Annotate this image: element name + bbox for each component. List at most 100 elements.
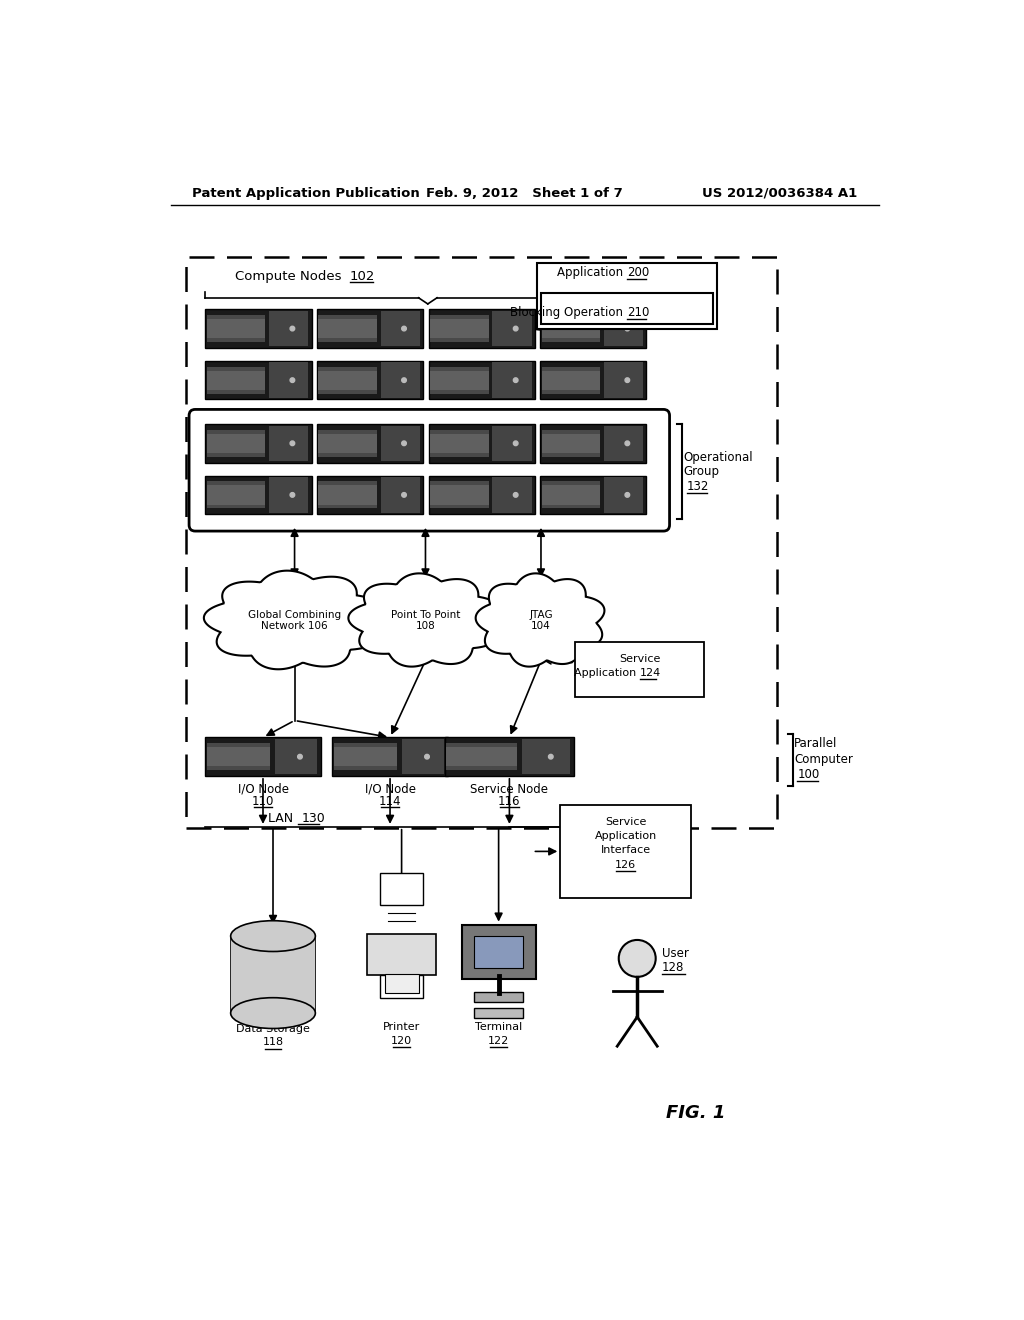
Text: 102: 102 (350, 269, 376, 282)
Circle shape (401, 441, 407, 446)
FancyBboxPatch shape (462, 925, 536, 979)
Bar (604, 363, 643, 397)
Text: 116: 116 (498, 795, 520, 808)
Bar (333, 738, 447, 776)
Circle shape (513, 492, 518, 498)
Bar (574, 642, 705, 697)
Bar (385, 974, 419, 993)
Bar (207, 482, 265, 508)
Bar (474, 936, 523, 969)
Bar (542, 319, 600, 338)
Text: I/O Node: I/O Node (238, 783, 289, 796)
Bar (316, 309, 423, 348)
Circle shape (625, 492, 630, 498)
Bar (207, 747, 270, 767)
Bar (334, 747, 397, 767)
Bar (318, 319, 377, 338)
Text: 128: 128 (662, 961, 684, 974)
Polygon shape (476, 573, 604, 667)
FancyBboxPatch shape (189, 409, 670, 531)
Circle shape (618, 940, 655, 977)
Bar (474, 991, 523, 1002)
Bar (604, 312, 643, 346)
Bar (381, 363, 420, 397)
Bar (542, 367, 600, 393)
Bar (207, 430, 265, 457)
Bar (541, 309, 646, 348)
Text: 110: 110 (252, 795, 274, 808)
Text: LAN: LAN (268, 812, 301, 825)
Text: Interface: Interface (601, 845, 650, 855)
Bar (318, 367, 377, 393)
Bar (493, 478, 531, 512)
Bar (541, 293, 714, 323)
Bar (207, 434, 265, 453)
Text: 122: 122 (488, 1036, 509, 1045)
Text: 210: 210 (628, 306, 649, 319)
Circle shape (298, 755, 302, 759)
Text: Parallel: Parallel (795, 737, 838, 750)
Bar (207, 743, 270, 770)
Bar (430, 319, 488, 338)
Text: US 2012/0036384 A1: US 2012/0036384 A1 (702, 186, 857, 199)
Bar (429, 309, 535, 348)
Text: 124: 124 (640, 668, 660, 677)
Bar (430, 482, 488, 508)
Bar (542, 486, 600, 504)
Bar (316, 360, 423, 400)
Text: Application: Application (595, 832, 656, 841)
Circle shape (290, 378, 295, 383)
Text: Patent Application Publication: Patent Application Publication (193, 186, 420, 199)
Circle shape (549, 755, 553, 759)
Text: Service: Service (605, 817, 646, 828)
Text: Global Combining
Network 106: Global Combining Network 106 (248, 610, 341, 631)
Bar (560, 805, 691, 898)
Bar (380, 974, 423, 998)
Text: Data Storage: Data Storage (237, 1023, 310, 1034)
Text: JTAG
104: JTAG 104 (529, 610, 553, 631)
Bar (522, 739, 570, 775)
Bar (430, 430, 488, 457)
Bar (318, 315, 377, 342)
Bar (542, 482, 600, 508)
Circle shape (425, 755, 429, 759)
Bar (269, 363, 308, 397)
Bar (604, 425, 643, 461)
Text: Operational: Operational (683, 450, 753, 463)
Bar (542, 434, 600, 453)
Text: 200: 200 (628, 265, 649, 279)
Circle shape (401, 378, 407, 383)
Bar (207, 319, 265, 338)
Bar (430, 486, 488, 504)
Bar (205, 475, 311, 515)
Bar (381, 478, 420, 512)
Bar (316, 424, 423, 462)
Bar (430, 371, 488, 389)
Bar (316, 475, 423, 515)
Circle shape (290, 441, 295, 446)
Bar (493, 363, 531, 397)
Bar (474, 1007, 523, 1019)
Bar (401, 739, 444, 775)
Circle shape (625, 441, 630, 446)
Text: 132: 132 (686, 480, 709, 492)
Text: Group: Group (683, 465, 720, 478)
Circle shape (401, 492, 407, 498)
Bar (542, 371, 600, 389)
Bar (205, 360, 311, 400)
Text: 126: 126 (615, 861, 636, 870)
Bar (541, 475, 646, 515)
Text: Application: Application (573, 668, 640, 677)
Bar (542, 315, 600, 342)
Polygon shape (204, 570, 383, 669)
Circle shape (513, 326, 518, 331)
Bar (269, 478, 308, 512)
Bar (429, 475, 535, 515)
Text: Compute Nodes: Compute Nodes (236, 269, 350, 282)
Polygon shape (348, 573, 501, 667)
Bar (230, 936, 315, 1014)
Bar (205, 424, 311, 462)
Text: 114: 114 (379, 795, 401, 808)
Text: Service Node: Service Node (470, 783, 549, 796)
Circle shape (513, 378, 518, 383)
